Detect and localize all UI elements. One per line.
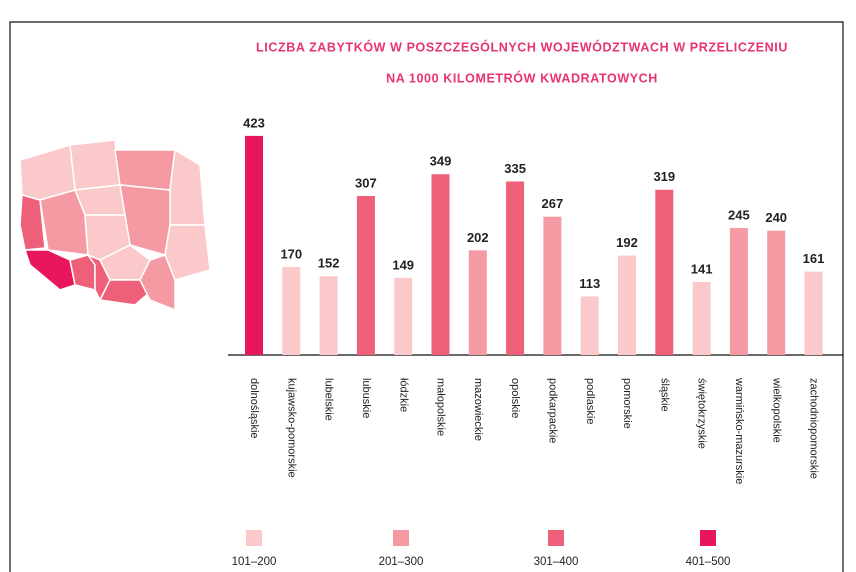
value-label: 349: [430, 154, 452, 169]
x-tick-label: dolnośląskie: [248, 378, 260, 439]
map-region: [169, 148, 206, 226]
bar: [804, 271, 823, 355]
value-label: 113: [579, 276, 600, 291]
x-tick-label: śląskie: [658, 378, 670, 412]
x-tick-label: świętokrzyskie: [696, 378, 708, 449]
chart-title: NA 1000 KILOMETRÓW KWADRATOWYCH: [386, 70, 658, 85]
legend-label: 301–400: [534, 556, 579, 568]
legend-swatch: [548, 530, 564, 546]
bar: [543, 216, 562, 355]
map-region: [114, 149, 176, 191]
value-label: 161: [803, 251, 825, 266]
value-label: 202: [467, 230, 489, 245]
legend-swatch: [393, 530, 409, 546]
bar: [431, 174, 450, 355]
legend-swatch: [700, 530, 716, 546]
x-tick-label: mazowieckie: [472, 378, 484, 441]
bar: [468, 250, 487, 355]
bar: [618, 255, 636, 355]
bar: [580, 296, 599, 355]
frame: [9, 21, 844, 572]
bar: [282, 266, 301, 355]
value-label: 319: [653, 169, 675, 184]
value-label: 267: [542, 196, 564, 211]
value-label: 149: [392, 257, 414, 272]
bar: [767, 230, 786, 355]
x-tick-label: warmińsko-mazurskie: [733, 377, 745, 484]
map-region: [139, 254, 176, 312]
value-label: 170: [280, 246, 302, 261]
value-label: 423: [243, 115, 265, 130]
legend-swatch: [246, 530, 262, 546]
x-tick-label: podkarpackie: [546, 378, 558, 443]
x-tick-label: pomorskie: [621, 378, 633, 429]
value-label: 245: [728, 208, 750, 223]
x-tick-label: zachodniopomorskie: [808, 378, 820, 479]
bar: [319, 276, 338, 355]
map-region: [19, 194, 46, 251]
bar: [356, 195, 375, 355]
bar: [506, 181, 525, 355]
bar: [692, 281, 711, 355]
x-tick-label: podlaskie: [584, 378, 596, 424]
bar: [245, 135, 263, 355]
bar: [394, 277, 413, 355]
x-tick-label: wielkopolskie: [770, 377, 782, 443]
legend-label: 401–500: [686, 556, 731, 568]
value-label: 307: [355, 175, 377, 190]
value-label: 141: [691, 261, 713, 276]
x-tick-label: kujawsko-pomorskie: [285, 378, 297, 478]
x-tick-label: opolskie: [509, 378, 521, 418]
x-tick-label: łódzkie: [397, 378, 409, 412]
value-label: 240: [765, 210, 787, 225]
map-region: [23, 249, 76, 291]
value-label: 192: [616, 235, 638, 250]
legend-label: 101–200: [232, 556, 277, 568]
value-label: 152: [318, 256, 340, 271]
value-label: 335: [504, 161, 526, 176]
map-region: [69, 139, 121, 191]
x-tick-label: lubelskie: [323, 378, 335, 421]
chart-title: LICZBA ZABYTKÓW W POSZCZEGÓLNYCH WOJEWÓD…: [256, 39, 788, 54]
map-region: [98, 279, 152, 306]
bar: [655, 189, 674, 355]
x-tick-label: lubuskie: [360, 378, 372, 418]
x-tick-label: małopolskie: [435, 378, 447, 436]
bar: [729, 228, 748, 355]
legend-label: 201–300: [379, 556, 424, 568]
map-region: [164, 224, 211, 281]
map: [19, 139, 211, 312]
